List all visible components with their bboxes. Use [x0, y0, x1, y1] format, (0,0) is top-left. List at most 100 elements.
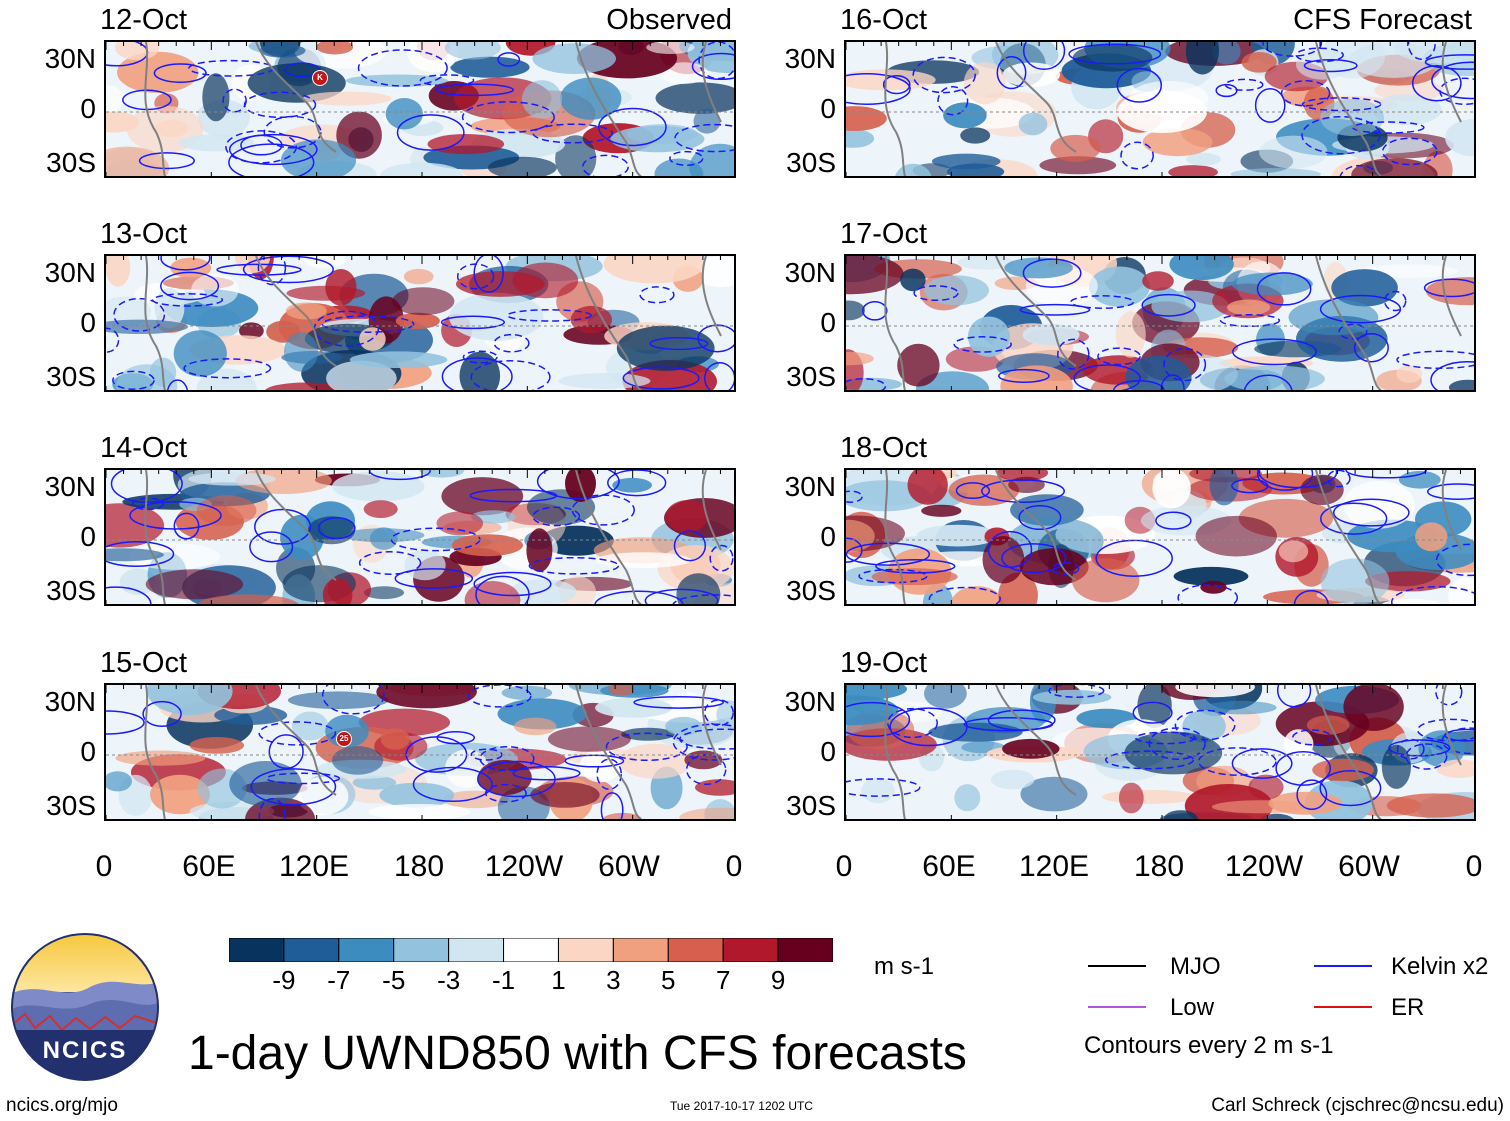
wind-anomaly-blob	[450, 57, 529, 78]
wind-anomaly-blob	[1279, 540, 1308, 562]
y-tick-label: 0	[26, 95, 96, 123]
y-tick-label: 30S	[26, 149, 96, 177]
wind-anomaly-blob	[1312, 759, 1374, 782]
y-tick-label: 30N	[26, 473, 96, 501]
wind-anomaly-blob	[452, 534, 523, 556]
x-tick-label: 60E	[182, 852, 235, 882]
panel-date-4: 16-Oct	[840, 6, 927, 35]
y-tick-label: 30N	[26, 259, 96, 287]
wind-anomaly-blob	[1128, 81, 1208, 116]
wind-anomaly-blob	[1102, 790, 1196, 804]
legend-label-mjo: MJO	[1170, 955, 1221, 979]
y-tick-label: 0	[26, 309, 96, 337]
wind-anomaly-blob	[1382, 745, 1411, 789]
wind-anomaly-blob	[1008, 477, 1045, 493]
wind-field	[106, 470, 736, 606]
colorbar-swatch	[613, 938, 668, 962]
wind-anomaly-blob	[379, 783, 454, 808]
wind-anomaly-blob	[370, 527, 398, 550]
wind-anomaly-blob	[116, 751, 206, 766]
colorbar-swatch	[394, 938, 449, 962]
x-tick-label: 120W	[1225, 852, 1303, 882]
x-tick-label: 0	[726, 852, 743, 882]
map-panel-16-Oct	[844, 40, 1476, 178]
legend-line-mjo	[1088, 965, 1146, 967]
wind-anomaly-blob	[332, 471, 424, 501]
y-tick-label: 30N	[26, 688, 96, 716]
y-tick-label: 30S	[766, 149, 836, 177]
x-tick-label: 180	[394, 852, 444, 882]
colorbar-tick-label: 7	[716, 967, 730, 993]
colorbar-tick-label: 1	[551, 967, 565, 993]
map-panel-12-Oct: K	[104, 40, 736, 178]
wind-anomaly-blob	[943, 102, 987, 128]
panel-date-1: 13-Oct	[100, 220, 187, 249]
y-tick-label: 30N	[26, 45, 96, 73]
wind-anomaly-blob	[1259, 136, 1327, 169]
wind-anomaly-blob	[1142, 271, 1174, 291]
panel-date-0: 12-Oct	[100, 6, 187, 35]
y-tick-label: 0	[766, 95, 836, 123]
wind-anomaly-blob	[392, 287, 454, 315]
y-tick-label: 30N	[766, 473, 836, 501]
x-tick-label: 120E	[279, 852, 349, 882]
wind-field	[106, 256, 736, 392]
wind-anomaly-blob	[1116, 311, 1146, 358]
wind-anomaly-blob	[350, 351, 448, 368]
wind-anomaly-blob	[960, 127, 990, 143]
map-panel-18-Oct	[844, 468, 1476, 606]
y-tick-label: 30S	[766, 577, 836, 605]
wind-field	[106, 685, 736, 821]
legend-label-er: ER	[1391, 996, 1424, 1020]
colorbar-tick-label: 9	[771, 967, 785, 993]
main-title: 1-day UWND850 with CFS forecasts	[188, 1030, 967, 1078]
wind-field	[846, 42, 1476, 178]
units-label: m s-1	[874, 955, 934, 979]
contour-note: Contours every 2 m s-1	[1084, 1034, 1333, 1058]
wind-anomaly-blob	[1073, 44, 1153, 72]
wind-anomaly-blob	[991, 770, 1035, 790]
panel-date-5: 17-Oct	[840, 220, 927, 249]
wind-anomaly-blob	[921, 505, 961, 517]
wind-anomaly-blob	[191, 274, 238, 307]
colorbar-swatch	[778, 938, 833, 962]
wind-anomaly-blob	[928, 723, 1022, 742]
wind-anomaly-blob	[364, 500, 398, 518]
footer-website[interactable]: ncics.org/mjo	[6, 1096, 118, 1115]
legend-label-low: Low	[1170, 996, 1214, 1020]
colorbar-swatch	[449, 938, 504, 962]
wind-anomaly-blob	[1089, 267, 1150, 307]
wind-anomaly-blob	[428, 134, 505, 154]
colorbar-tick-label: -5	[382, 967, 405, 993]
wind-anomaly-blob	[522, 80, 562, 118]
x-tick-label: 0	[836, 852, 853, 882]
footer-timestamp: Tue 2017-10-17 1202 UTC	[670, 1100, 813, 1112]
wind-anomaly-blob	[530, 782, 599, 808]
wind-anomaly-blob	[1119, 783, 1144, 814]
x-tick-label: 0	[1466, 852, 1483, 882]
wind-anomaly-blob	[1415, 522, 1447, 551]
wind-anomaly-blob	[1196, 516, 1277, 557]
wind-anomaly-blob	[1343, 685, 1403, 731]
panel-date-2: 14-Oct	[100, 434, 187, 463]
ncics-logo: NCICS	[10, 932, 160, 1082]
legend-line-low	[1088, 1006, 1146, 1008]
wind-anomaly-blob	[404, 269, 434, 284]
logo-text: NCICS	[43, 1037, 128, 1064]
panel-source-label-0: Observed	[606, 6, 732, 35]
y-tick-label: 30S	[26, 363, 96, 391]
colorbar-swatch	[558, 938, 613, 962]
wind-anomaly-blob	[1206, 701, 1277, 715]
wind-anomaly-blob	[1321, 558, 1390, 605]
wind-field	[846, 685, 1476, 821]
colorbar-tick-label: 3	[606, 967, 620, 993]
wind-anomaly-blob	[1002, 739, 1059, 759]
colorbar-swatch	[504, 938, 559, 962]
y-tick-label: 30N	[766, 688, 836, 716]
y-tick-label: 30S	[766, 792, 836, 820]
wind-anomaly-blob	[368, 804, 470, 820]
wind-anomaly-blob	[1224, 366, 1325, 393]
colorbar-swatch	[229, 938, 284, 962]
colorbar	[229, 938, 833, 962]
colorbar-swatch	[723, 938, 778, 962]
